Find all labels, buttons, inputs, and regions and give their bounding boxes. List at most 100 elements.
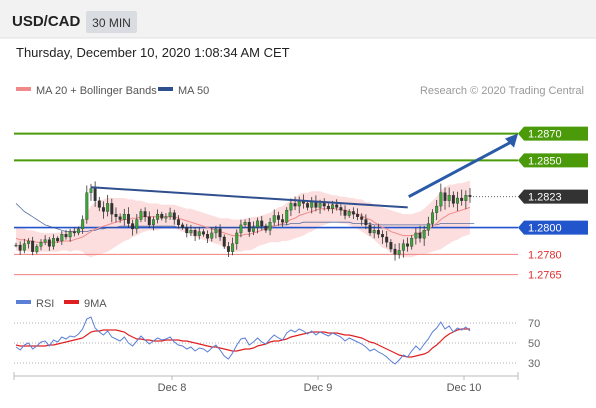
candle-body	[339, 207, 343, 211]
candle	[156, 209, 160, 224]
level-tag-0	[518, 126, 588, 141]
candle-body	[306, 203, 310, 208]
timeframe-label: 30 MIN	[92, 16, 131, 30]
candle	[160, 211, 164, 221]
candle	[18, 241, 22, 255]
candle-body	[160, 213, 164, 219]
candle	[31, 236, 35, 256]
candle	[447, 187, 451, 208]
candle	[127, 207, 130, 228]
candle-body	[139, 211, 143, 220]
candle-body	[385, 236, 389, 243]
candle-body	[435, 205, 439, 213]
candle-body	[135, 219, 139, 230]
candle-body	[243, 222, 247, 226]
candle	[435, 199, 439, 221]
candle	[281, 214, 285, 227]
rsi-panel: 70 50 30	[14, 316, 540, 370]
candle-body	[281, 219, 285, 223]
candle	[193, 227, 197, 242]
candle-body	[439, 192, 443, 207]
candle-body	[372, 230, 376, 234]
candle-body	[110, 203, 114, 215]
level-tag-3	[518, 220, 588, 235]
candle	[460, 189, 464, 206]
candle-body	[201, 231, 205, 235]
level-label-1: 1.2850	[528, 155, 562, 167]
candle	[226, 242, 230, 257]
candle	[39, 239, 43, 251]
rsi-tick-label-1: 50	[528, 338, 540, 350]
trendline	[91, 186, 408, 209]
candle-body	[256, 220, 260, 228]
timeframe-badge[interactable]	[86, 11, 137, 33]
candle	[81, 215, 85, 234]
candle	[464, 190, 468, 210]
candle-body	[47, 239, 51, 247]
candle-body	[264, 226, 268, 231]
candle-body	[31, 240, 35, 252]
candle-body	[127, 213, 130, 224]
candle	[14, 242, 18, 248]
candle-body	[289, 203, 293, 211]
candle	[176, 215, 180, 229]
candle	[406, 237, 409, 252]
candle-body	[60, 234, 64, 242]
candle	[139, 208, 143, 223]
candle-body	[27, 240, 30, 244]
candle	[351, 207, 355, 220]
candle	[401, 239, 405, 258]
rsi-tick-label-0: 70	[528, 318, 540, 330]
candle	[77, 226, 80, 236]
price-panel: 1.2870 1.2850 1.2823 1.2800 1.2780 1.2765	[14, 126, 588, 282]
candle	[222, 234, 226, 249]
candle	[418, 225, 422, 243]
candle-body	[151, 219, 155, 226]
candle	[181, 222, 185, 230]
candle-body	[422, 230, 426, 239]
candle	[389, 239, 393, 253]
candle-body	[460, 197, 464, 201]
level-label-5: 1.2765	[528, 270, 562, 282]
candle-body	[418, 232, 422, 239]
candle-body	[106, 203, 110, 212]
symbol-label: USD/CAD	[12, 13, 81, 30]
candle	[64, 229, 68, 240]
candle-body	[93, 188, 97, 201]
candle	[60, 231, 64, 245]
candle-body	[181, 224, 185, 228]
candle	[85, 185, 89, 224]
bollinger-band	[16, 180, 470, 258]
candle	[52, 234, 55, 250]
candle-body	[364, 219, 368, 226]
candle	[243, 219, 247, 228]
candle-body	[451, 195, 455, 204]
candle-body	[226, 246, 230, 252]
rsi-line	[15, 316, 471, 365]
candle	[393, 243, 397, 261]
candle-body	[285, 209, 289, 223]
candle	[426, 216, 430, 236]
candle-body	[114, 213, 118, 217]
candle	[106, 194, 110, 217]
candle	[147, 211, 151, 229]
candle	[143, 207, 147, 222]
candle-body	[447, 195, 451, 201]
candle	[68, 228, 72, 242]
candle-body	[222, 236, 226, 247]
level-label-3: 1.2800	[528, 223, 562, 235]
candle-body	[206, 234, 210, 239]
candle	[93, 181, 97, 207]
candle	[356, 208, 359, 221]
legend-swatch-ma20	[16, 87, 31, 91]
candle	[27, 238, 30, 249]
candle-body	[389, 242, 393, 250]
candle-body	[176, 219, 180, 226]
candle-body	[131, 223, 135, 230]
candle-body	[214, 228, 218, 234]
candle-body	[218, 228, 222, 238]
candle	[35, 244, 39, 254]
candle-body	[368, 224, 372, 234]
candle	[47, 237, 51, 251]
